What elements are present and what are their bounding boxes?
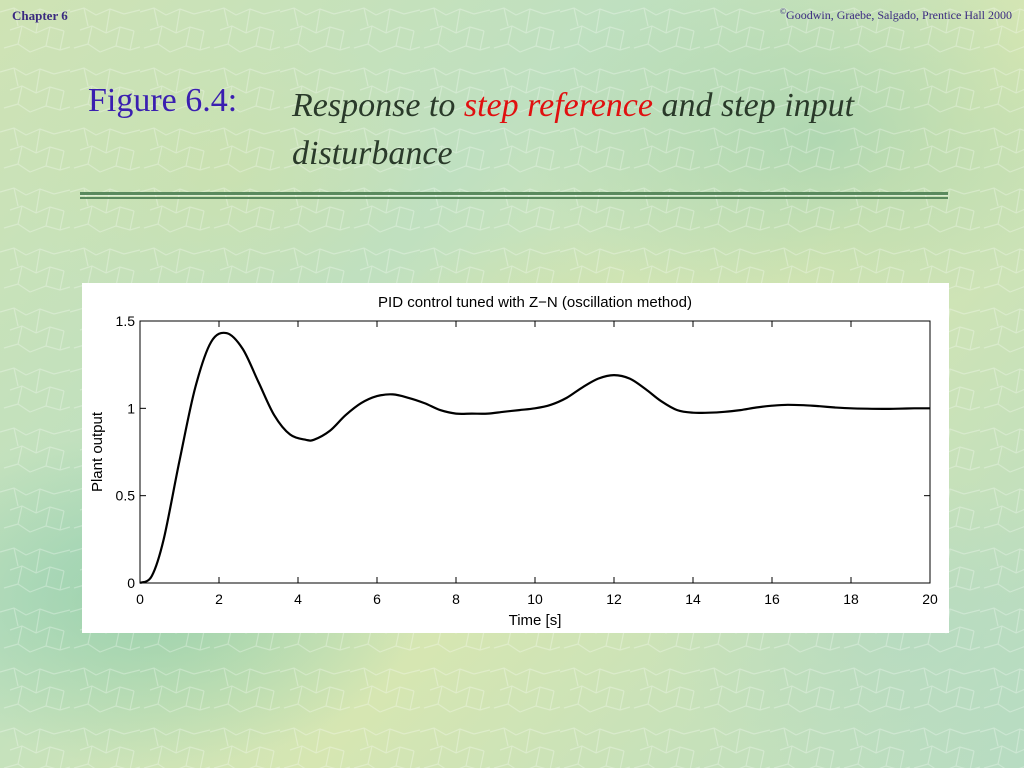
plot-frame: [139, 320, 931, 584]
x-tick-label: 4: [294, 591, 302, 607]
title-divider: [80, 192, 948, 199]
chart-panel: 0 2 4 6 8 10 12 14 16 18 20 0 0.5 1 1.5 PID control tun…: [82, 283, 949, 633]
x-axis-label: Time [s]: [509, 612, 562, 629]
title-highlight: step reference: [463, 87, 653, 124]
x-tick-label: 20: [922, 591, 938, 607]
copyright-notice: ©Goodwin, Graebe, Salgado, Prentice Hall…: [780, 7, 1012, 23]
step-response-chart: 0 2 4 6 8 10 12 14 16 18 20 0 0.5 1 1.5 PID control tun…: [89, 294, 938, 629]
y-tick-label: 1: [127, 400, 135, 416]
x-tick-label: 16: [764, 591, 780, 607]
y-tick-label: 0: [127, 575, 135, 591]
chapter-label: Chapter 6: [12, 8, 68, 23]
x-tick-label: 10: [527, 591, 543, 607]
x-tick-label: 6: [373, 591, 381, 607]
title-part2: and step input disturbance: [292, 87, 855, 172]
y-axis-label: Plant output: [89, 411, 106, 492]
x-tick-label: 12: [606, 591, 622, 607]
x-tick-label: 8: [452, 591, 460, 607]
figure-label: Figure 6.4:: [88, 82, 238, 119]
title-part1: Response to: [292, 87, 464, 124]
copyright-text: Goodwin, Graebe, Salgado, Prentice Hall …: [786, 8, 1012, 22]
figure-title: Response to step reference and step inpu…: [292, 82, 892, 178]
y-tick-label: 1.5: [116, 313, 136, 329]
copyright-symbol: ©: [779, 7, 787, 16]
y-tick-label: 0.5: [116, 488, 136, 504]
x-tick-label: 14: [685, 591, 701, 607]
series-line-plant-output: [139, 331, 930, 585]
x-tick-label: 0: [136, 591, 144, 607]
x-tick-label: 18: [843, 591, 859, 607]
chart-title: PID control tuned with Z−N (oscillation …: [378, 294, 692, 311]
x-tick-label: 2: [215, 591, 223, 607]
